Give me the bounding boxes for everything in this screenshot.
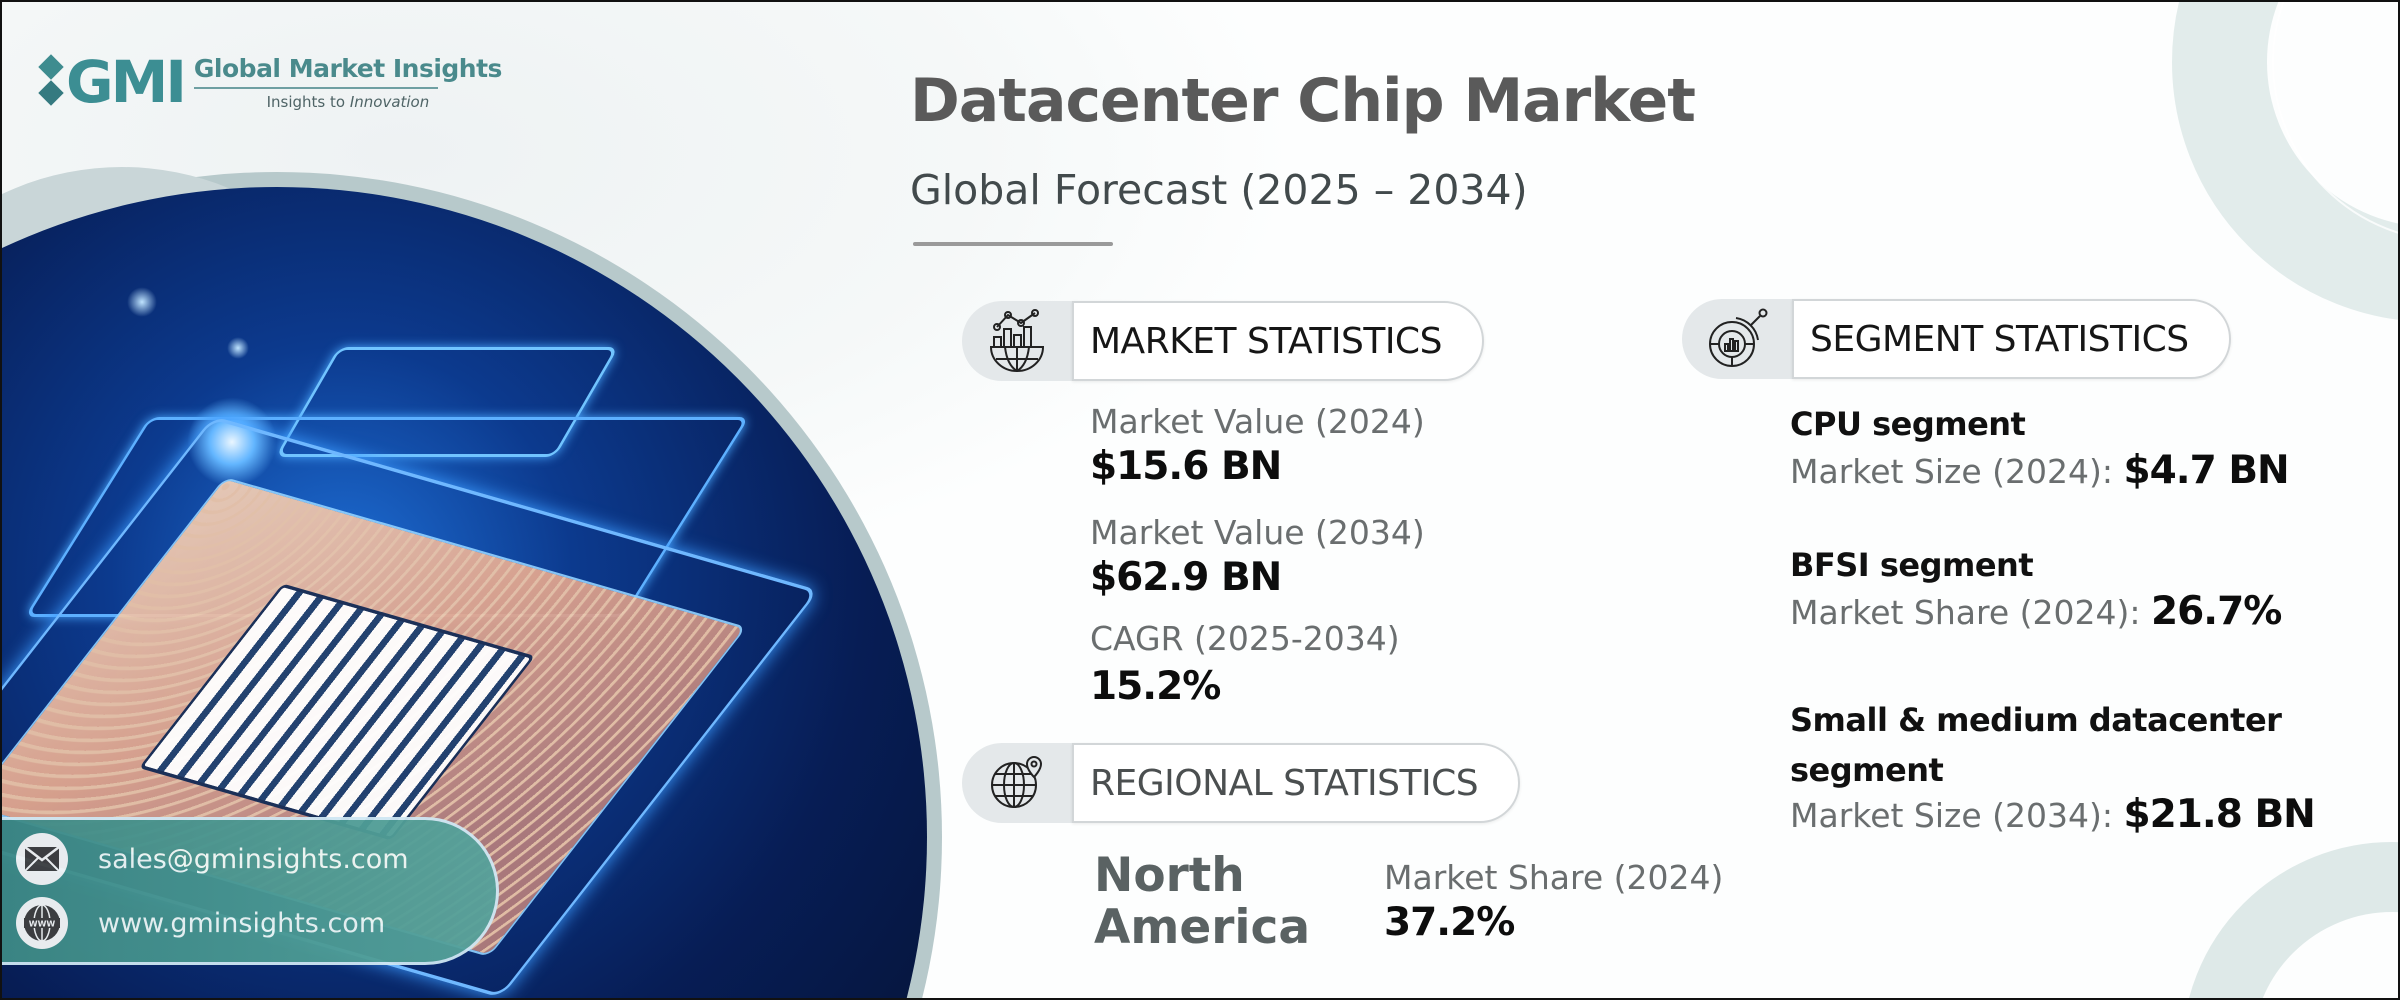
decorative-ring-bottom-right [2182,842,2398,998]
logo-divider [193,86,438,89]
logo-mark: GMI [38,48,187,116]
segment-metric-value: $4.7 BN [2123,448,2290,493]
segment-title: CPU segment [1790,405,2026,443]
envelope-icon [16,833,68,885]
svg-text:WWW: WWW [29,920,56,929]
segment-metric-label: Market Size (2034): [1790,796,2114,835]
logo-diamonds-icon [38,52,64,112]
contact-website-row[interactable]: WWW www.gminsights.com [16,897,496,949]
light-glow [187,397,277,487]
globe-pin-icon [962,743,1072,823]
www-globe-icon: WWW [16,897,68,949]
segment-statistics-heading: SEGMENT STATISTICS [1792,299,2231,379]
segment-metric-label: Market Share (2024): [1790,593,2141,632]
logo-text: Global Market Insights Insights to Innov… [193,53,503,111]
market-statistics-header: MARKET STATISTICS [962,301,1484,381]
region-share-value: 37.2% [1384,900,1515,945]
market-statistics-heading: MARKET STATISTICS [1072,301,1484,381]
tagline-prefix: Insights to [266,92,350,111]
segment-metric-value: 26.7% [2151,589,2282,634]
light-glow [127,287,157,317]
segment-metric: Market Share (2024): 26.7% [1790,589,2282,634]
segment-title-line1: Small & medium datacenter [1790,701,2282,739]
region-name-line1: North [1094,848,1245,903]
segment-metric: Market Size (2024): $4.7 BN [1790,448,2290,493]
segment-metric-label: Market Size (2024): [1790,452,2114,491]
page-subtitle: Global Forecast (2025 – 2034) [910,166,1528,214]
globe-chart-icon [962,301,1072,381]
title-underline [913,242,1113,246]
stat-value: $15.6 BN [1090,444,1282,489]
contact-email-row[interactable]: sales@gminsights.com [16,833,496,885]
contact-email[interactable]: sales@gminsights.com [98,843,409,875]
region-share-label: Market Share (2024) [1384,858,1724,897]
logo-gmi: GMI [66,48,187,116]
stat-label: Market Value (2024) [1090,402,1425,441]
brand-tagline: Insights to Innovation [194,93,502,111]
segment-title: Small & medium datacenter segment [1790,695,2282,795]
stat-label: Market Value (2034) [1090,513,1425,552]
segment-metric: Market Size (2034): $21.8 BN [1790,792,2316,837]
region-name-line2: America [1094,900,1311,955]
brand-logo: GMI Global Market Insights Insights to I… [38,52,502,112]
segment-title-line2: segment [1790,751,1944,789]
contact-bar: sales@gminsights.com WWW www.gminsights.… [2,817,499,965]
segment-statistics-header: SEGMENT STATISTICS [1682,299,2231,379]
regional-statistics-heading: REGIONAL STATISTICS [1072,743,1521,823]
donut-chart-icon [1682,299,1792,379]
stat-value: 15.2% [1090,664,1221,709]
stat-label: CAGR (2025-2034) [1090,619,1400,658]
region-name: North America [1094,850,1310,954]
tagline-emphasis: Innovation [349,92,430,111]
page-title: Datacenter Chip Market [910,66,1696,136]
contact-website[interactable]: www.gminsights.com [98,907,386,939]
regional-statistics-header: REGIONAL STATISTICS [962,743,1521,823]
stat-value: $62.9 BN [1090,555,1282,600]
light-glow [227,337,249,359]
brand-name: Global Market Insights [193,53,503,83]
segment-metric-value: $21.8 BN [2123,792,2316,837]
segment-title: BFSI segment [1790,546,2034,584]
